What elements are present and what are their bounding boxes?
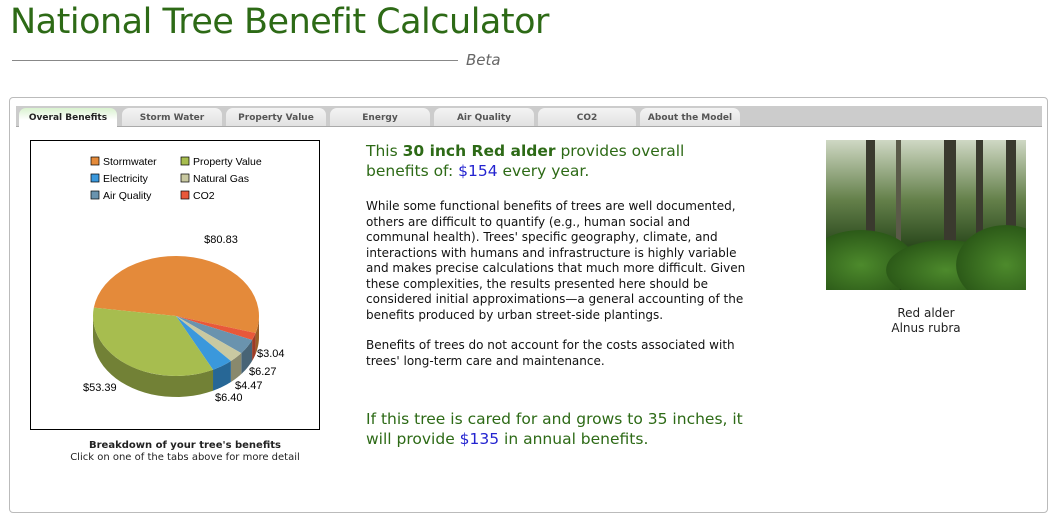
explanation-paragraph: While some functional benefits of trees … bbox=[366, 199, 746, 322]
tab-co2[interactable]: CO2 bbox=[538, 108, 636, 126]
page-title: National Tree Benefit Calculator bbox=[10, 2, 549, 42]
future-pre: If this tree is cared for and grows to 3… bbox=[366, 410, 743, 448]
pie-side-co2 bbox=[252, 333, 256, 361]
scientific-name: Alnus rubra bbox=[891, 321, 961, 335]
legend-swatch bbox=[180, 173, 190, 183]
pie-side-electricity bbox=[213, 361, 231, 391]
legend-swatch bbox=[90, 173, 100, 183]
tab-energy[interactable]: Energy bbox=[330, 108, 430, 126]
pie-side-air-quality bbox=[241, 339, 253, 375]
summary-mid: provides overall benefits of: bbox=[366, 142, 685, 180]
tab-property-value[interactable]: Property Value bbox=[226, 108, 326, 126]
data-label: $4.47 bbox=[235, 380, 263, 392]
summary-text: This 30 inch Red alder provides overall … bbox=[366, 141, 726, 181]
pie-side-property-value bbox=[93, 316, 214, 397]
future-benefit-text: If this tree is cared for and grows to 3… bbox=[366, 409, 756, 449]
pie-slice-natural-gas bbox=[176, 316, 242, 362]
total-benefit-amount: $154 bbox=[458, 162, 498, 180]
tab-about-model[interactable]: About the Model bbox=[640, 108, 740, 126]
tab-overall-benefits[interactable]: Overal Benefits bbox=[19, 108, 117, 128]
legend-label: Natural Gas bbox=[193, 173, 249, 185]
summary-pre: This bbox=[366, 142, 403, 160]
benefits-pie-chart: Stormwater Property Value Electricity Natur… bbox=[30, 140, 320, 430]
legend-label: Property Value bbox=[193, 156, 262, 168]
pie-slice-air-quality bbox=[176, 316, 253, 354]
legend-label: Stormwater bbox=[103, 156, 157, 168]
title-divider bbox=[12, 60, 458, 61]
future-benefit-amount: $135 bbox=[459, 430, 500, 448]
pie-svg: Stormwater Property Value Electricity Natur… bbox=[83, 156, 285, 404]
tab-storm-water[interactable]: Storm Water bbox=[122, 108, 222, 126]
data-label: $6.27 bbox=[249, 366, 277, 378]
data-label: $6.40 bbox=[215, 392, 243, 404]
pie-side-stormwater bbox=[255, 316, 259, 355]
chart-caption: Breakdown of your tree's benefits Click … bbox=[30, 440, 340, 464]
legend-swatch bbox=[180, 156, 190, 166]
pie-slice-stormwater bbox=[93, 255, 259, 334]
data-label: $3.04 bbox=[257, 348, 285, 360]
caption-hint: Click on one of the tabs above for more … bbox=[70, 452, 300, 463]
species-name: Red alder Alnus rubra bbox=[826, 306, 1026, 336]
pie-slice-co2 bbox=[176, 316, 256, 340]
legend-swatch bbox=[90, 190, 100, 200]
data-label: $53.39 bbox=[83, 382, 117, 394]
legend-swatch bbox=[180, 190, 190, 200]
legend-swatch bbox=[90, 156, 100, 166]
tree-description: 30 inch Red alder bbox=[402, 142, 556, 160]
beta-label: Beta bbox=[466, 51, 501, 69]
legend-label: Electricity bbox=[103, 173, 149, 185]
explanation: While some functional benefits of trees … bbox=[366, 199, 746, 384]
tree-photo bbox=[826, 140, 1026, 290]
caption-title: Breakdown of your tree's benefits bbox=[89, 440, 281, 451]
pie-side-natural-gas bbox=[230, 353, 242, 383]
data-label: $80.83 bbox=[204, 234, 238, 246]
legend-label: CO2 bbox=[193, 190, 215, 202]
benefits-panel: Overal Benefits Storm Water Property Val… bbox=[9, 97, 1048, 513]
summary-post: every year. bbox=[497, 162, 590, 180]
pie-slice-electricity bbox=[176, 316, 231, 370]
legend-label: Air Quality bbox=[103, 190, 152, 202]
future-post: in annual benefits. bbox=[499, 430, 649, 448]
common-name: Red alder bbox=[897, 306, 955, 320]
tab-air-quality[interactable]: Air Quality bbox=[434, 108, 534, 126]
tab-bar: Overal Benefits Storm Water Property Val… bbox=[16, 106, 1042, 128]
costs-note: Benefits of trees do not account for the… bbox=[366, 338, 735, 368]
pie-slice-property-value bbox=[93, 307, 214, 377]
